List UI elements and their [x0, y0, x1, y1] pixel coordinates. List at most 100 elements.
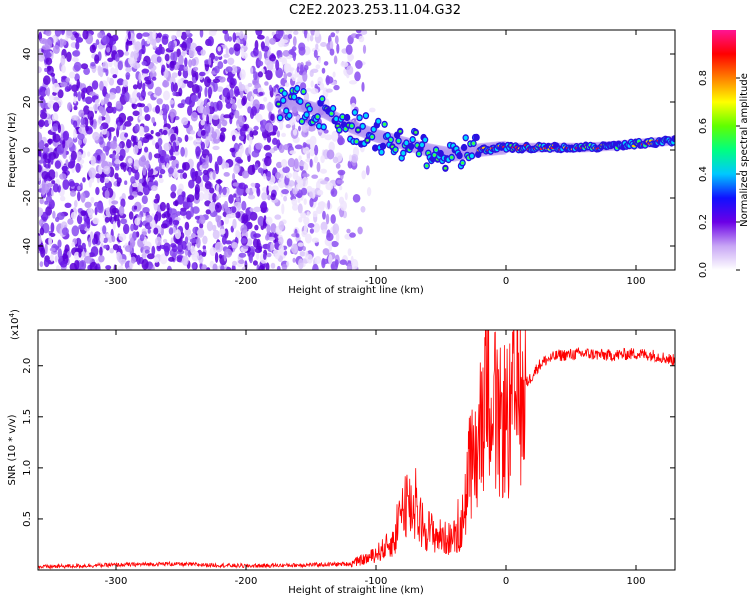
spectrogram-noise-cell [171, 34, 176, 41]
spectrogram-noise-cell [94, 54, 100, 64]
spectrogram-noise-cell [117, 60, 124, 71]
spectrogram-noise-cell [43, 257, 50, 268]
spectrogram-noise-cell [179, 209, 187, 216]
spectrogram-noise-cell [141, 258, 149, 270]
spectrogram-noise-cell [162, 129, 168, 136]
spectrogram-noise-cell [309, 34, 314, 42]
spectrogram-noise-cell [172, 168, 179, 179]
spectrogram-noise-cell [98, 105, 104, 114]
spectrogram-noise-cell [77, 91, 82, 102]
spectrogram-noise-cell [211, 114, 220, 120]
spectrogram-noise-cell [71, 84, 79, 92]
spectrogram-noise-cell [45, 158, 51, 164]
spectrogram-trace-core [371, 127, 376, 132]
spectrogram-noise-cell [275, 59, 280, 71]
spectrogram-noise-cell [313, 49, 318, 58]
spectrogram-noise-cell [307, 223, 315, 228]
spectrogram-noise-cell [69, 262, 77, 270]
spectrogram-noise-cell [189, 238, 198, 243]
spectrogram-noise-cell [322, 248, 330, 256]
spectrogram-x-tick-label: 0 [503, 276, 509, 287]
spectrogram-noise-cell [122, 79, 128, 88]
spectrogram-noise-cell [124, 180, 128, 185]
spectrogram-noise-cell [134, 41, 142, 52]
spectrogram-noise-cell [45, 195, 52, 203]
spectrogram-noise-cell [266, 171, 271, 182]
spectrogram-noise-cell [151, 139, 156, 146]
spectrogram-noise-cell [155, 166, 161, 172]
spectrogram-noise-cell [138, 72, 142, 84]
spectrogram-noise-cell [190, 94, 199, 102]
spectrogram-noise-cell [130, 135, 135, 142]
spectrogram-noise-cell [260, 124, 266, 133]
spectrogram-noise-cell [187, 241, 191, 251]
spectrogram-noise-cell [90, 155, 96, 167]
spectrogram-noise-cell [73, 120, 78, 128]
spectrogram-noise-cell [116, 182, 121, 187]
spectrogram-noise-cell [40, 30, 45, 33]
spectrogram-noise-cell [226, 76, 234, 83]
spectrogram-noise-cell [119, 148, 126, 159]
spectrogram-noise-cell [330, 32, 336, 38]
spectrogram-noise-cell [321, 258, 326, 269]
spectrogram-noise-cell [152, 30, 157, 40]
spectrogram-noise-cell [223, 114, 232, 119]
spectrogram-noise-cell [95, 173, 102, 179]
spectrogram-noise-cell [184, 228, 192, 237]
spectrogram-noise-cell [73, 91, 78, 98]
spectrogram-trace-core [352, 110, 357, 115]
spectrogram-noise-cell [321, 67, 326, 74]
spectrogram-trace-core [363, 113, 368, 118]
spectrogram-y-label: Frequency (Hz) [7, 112, 18, 188]
spectrogram-noise-cell [138, 107, 143, 118]
spectrogram-noise-cell [74, 32, 79, 39]
spectrogram-noise-cell [72, 50, 80, 57]
spectrogram-noise-cell [281, 203, 285, 215]
spectrogram-trace-core [469, 153, 474, 159]
spectrogram-noise-cell [103, 96, 109, 105]
spectrogram-noise-cell [287, 157, 296, 168]
spectrogram-noise-cell [72, 55, 78, 63]
spectrogram-noise-cell [44, 143, 49, 148]
spectrogram-noise-cell [275, 172, 281, 179]
spectrogram-noise-cell [168, 208, 177, 215]
spectrogram-noise-cell [297, 203, 303, 214]
spectrogram-trace-peak [417, 152, 421, 156]
spectrogram-noise-cell [170, 148, 174, 158]
spectrogram-noise-cell [106, 76, 110, 83]
spectrogram-noise-cell [159, 174, 163, 179]
spectrogram-x-ticks: -300 -200 -100 0 100 [105, 30, 646, 287]
spectrogram-noise-cell [328, 254, 333, 265]
spectrogram-noise-cell [310, 30, 316, 36]
snr-y-tick-label: 1.5 [22, 409, 33, 425]
spectrogram-noise-cell [138, 156, 146, 167]
spectrogram-noise-cell [250, 95, 254, 106]
colorbar-label: Normalized spectral amplitude [739, 73, 750, 227]
spectrogram-noise-cell [215, 163, 220, 175]
spectrogram-noise-cell [258, 265, 265, 270]
spectrogram-noise-cell [331, 240, 339, 248]
spectrogram-noise-cell [298, 217, 303, 223]
spectrogram-noise-cell [338, 185, 343, 191]
spectrogram-noise-cell [242, 133, 246, 145]
spectrogram-noise-cell [292, 128, 298, 136]
spectrogram-noise-cell [298, 258, 304, 270]
spectrogram-noise-cell [153, 198, 160, 204]
spectrogram-trace-peak [415, 144, 419, 147]
spectrogram-noise-cell [104, 216, 110, 223]
spectrogram-noise-cell [312, 263, 319, 270]
spectrogram-noise-cell [184, 134, 189, 142]
spectrogram-noise-cell [225, 102, 232, 109]
spectrogram-noise-cell [77, 133, 85, 140]
spectrogram-noise-cell [231, 103, 237, 110]
spectrogram-noise-cell [199, 216, 206, 225]
spectrogram-noise-cell [145, 80, 152, 85]
spectrogram-noise-cell [344, 192, 348, 201]
spectrogram-noise-cell [267, 236, 276, 241]
spectrogram-noise-cell [83, 255, 92, 264]
spectrogram-trace-core [295, 86, 300, 91]
spectrogram-noise-cell [56, 145, 65, 155]
spectrogram-noise-cell [292, 257, 296, 263]
spectrogram-noise-cell [195, 138, 202, 143]
spectrogram-noise-cell [217, 155, 223, 166]
